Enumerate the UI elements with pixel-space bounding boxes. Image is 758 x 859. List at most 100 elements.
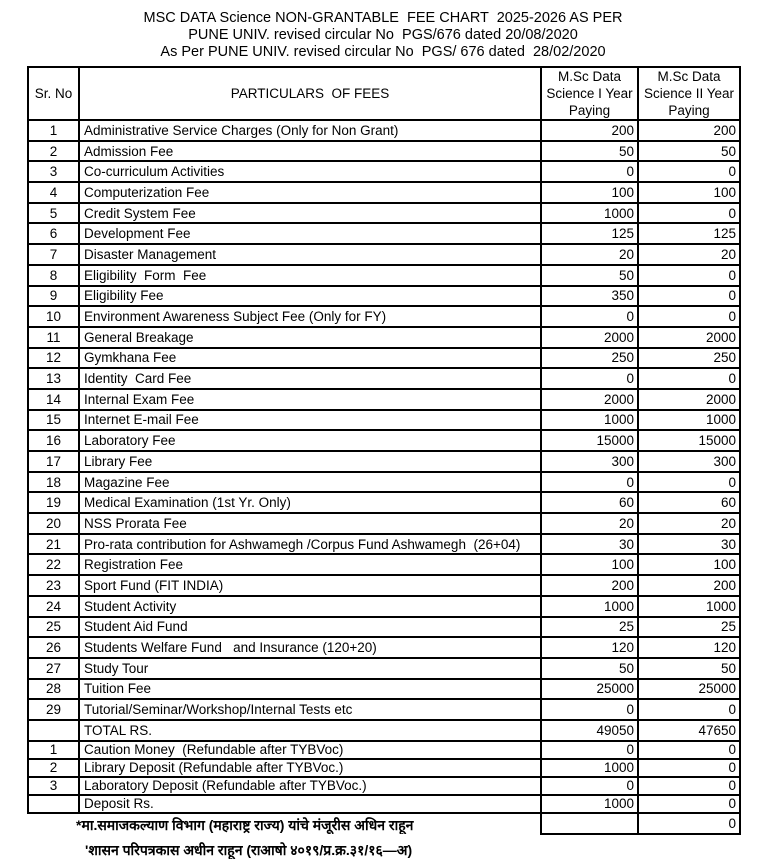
fee-chart-document: MSC DATA Science NON-GRANTABLE FEE CHART…	[27, 0, 741, 859]
particulars-cell: Admission Fee	[78, 139, 542, 163]
year2-cell: 1000	[637, 408, 741, 432]
sr-cell: 1	[27, 739, 80, 760]
header-year2: M.Sc Data Science II Year Paying	[637, 66, 741, 121]
year2-cell: 0	[637, 160, 741, 184]
sr-cell: 23	[27, 574, 80, 597]
table-row: 2 Library Deposit (Refundable after TYBVo…	[27, 757, 741, 778]
year2-cell: 300	[637, 450, 741, 473]
sr-cell: 12	[27, 346, 80, 370]
title-line-3: As Per PUNE UNIV. revised circular No PG…	[160, 44, 606, 60]
particulars-cell: Deposit Rs.	[78, 793, 542, 814]
year2-cell: 47650	[637, 718, 741, 742]
title-line-1: MSC DATA Science NON-GRANTABLE FEE CHART…	[143, 10, 623, 26]
year1-cell: 50	[540, 139, 639, 163]
table-row: Deposit Rs. 1000 0	[27, 793, 741, 814]
table-row: 21 Pro-rata contribution for Ashwamegh /C…	[27, 532, 741, 556]
sr-cell: 4	[27, 181, 80, 204]
year2-cell: 20	[637, 243, 741, 266]
year1-cell: 49050	[540, 718, 639, 742]
sr-cell: 25	[27, 615, 80, 639]
particulars-cell: Gymkhana Fee	[78, 346, 542, 370]
table-row: 18 Magazine Fee 0 0	[27, 470, 741, 494]
table-row: TOTAL RS. 49050 47650	[27, 718, 741, 742]
particulars-cell: Internal Exam Fee	[78, 387, 542, 411]
year2-cell: 100	[637, 181, 741, 204]
year1-cell: 0	[540, 698, 639, 721]
header-particulars: PARTICULARS OF FEES	[78, 66, 542, 121]
table-row: 20 NSS Prorata Fee 20 20	[27, 512, 741, 535]
year2-cell: 50	[637, 656, 741, 680]
header-year1: M.Sc Data Science I Year Paying	[540, 66, 639, 121]
particulars-cell: Medical Examination (1st Yr. Only)	[78, 491, 542, 515]
document-title: MSC DATA Science NON-GRANTABLE FEE CHART…	[27, 10, 739, 61]
year2-cell: 20	[637, 512, 741, 535]
year2-cell: 2000	[637, 387, 741, 411]
particulars-cell: Sport Fund (FIT INDIA)	[78, 574, 542, 597]
sr-cell: 19	[27, 491, 80, 515]
sr-cell: 15	[27, 408, 80, 432]
table-row: 25 Student Aid Fund 25 25	[27, 615, 741, 639]
sr-cell: 7	[27, 243, 80, 266]
sr-cell: 26	[27, 636, 80, 659]
sr-cell: 2	[27, 139, 80, 163]
sr-cell: 6	[27, 222, 80, 246]
sr-cell: 28	[27, 677, 80, 701]
year1-cell: 2000	[540, 325, 639, 349]
year1-cell: 15000	[540, 429, 639, 452]
table-header-row: Sr. No PARTICULARS OF FEES M.Sc Data Sci…	[27, 66, 741, 121]
year2-cell: 0	[637, 284, 741, 308]
table-row: 9 Eligibility Fee 350 0	[27, 284, 741, 308]
table-row: 1 Caution Money (Refundable after TYBVoc)…	[27, 739, 741, 760]
table-row: 3 Laboratory Deposit (Refundable after TY…	[27, 775, 741, 796]
sr-cell: 1	[27, 119, 80, 142]
particulars-cell: General Breakage	[78, 325, 542, 349]
sr-cell: 22	[27, 553, 80, 577]
year2-cell: 200	[637, 574, 741, 597]
particulars-cell: Registration Fee	[78, 553, 542, 577]
year2-cell: 0	[637, 739, 741, 760]
particulars-cell: Computerization Fee	[78, 181, 542, 204]
particulars-cell: Administrative Service Charges (Only for…	[78, 119, 542, 142]
year2-cell: 0	[637, 305, 741, 328]
year1-cell: 100	[540, 181, 639, 204]
sr-cell: 13	[27, 367, 80, 390]
table-row: 29 Tutorial/Seminar/Workshop/Internal Tes…	[27, 698, 741, 721]
year1-cell: 2000	[540, 387, 639, 411]
table-row: 2 Admission Fee 50 50	[27, 139, 741, 163]
table-row: 7 Disaster Management 20 20	[27, 243, 741, 266]
year1-cell: 1000	[540, 594, 639, 618]
particulars-cell: Development Fee	[78, 222, 542, 246]
particulars-cell: Tutorial/Seminar/Workshop/Internal Tests…	[78, 698, 542, 721]
year2-cell: 25	[637, 615, 741, 639]
year2-cell: 50	[637, 139, 741, 163]
year2-cell: 120	[637, 636, 741, 659]
year1-cell: 50	[540, 263, 639, 287]
table-row: 1 Administrative Service Charges (Only fo…	[27, 119, 741, 142]
sr-cell: 3	[27, 160, 80, 184]
table-row: 28 Tuition Fee 25000 25000	[27, 677, 741, 701]
particulars-cell: Co-curriculum Activities	[78, 160, 542, 184]
year2-cell: 0	[637, 367, 741, 390]
sr-cell: 21	[27, 532, 80, 556]
year2-cell: 0	[637, 775, 741, 796]
table-row: 6 Development Fee 125 125	[27, 222, 741, 246]
sr-cell: 24	[27, 594, 80, 618]
fee-table: Sr. No PARTICULARS OF FEES M.Sc Data Sci…	[27, 66, 741, 835]
year1-cell: 0	[540, 739, 639, 760]
year1-cell: 200	[540, 119, 639, 142]
year1-cell: 25000	[540, 677, 639, 701]
year1-cell	[540, 811, 639, 835]
title-line-2: PUNE UNIV. revised circular No PGS/676 d…	[188, 27, 578, 43]
header-sr-no: Sr. No	[27, 66, 80, 121]
year2-cell: 0	[637, 263, 741, 287]
sr-cell: 14	[27, 387, 80, 411]
particulars-cell: Environment Awareness Subject Fee (Only …	[78, 305, 542, 328]
year2-cell: 100	[637, 553, 741, 577]
sr-cell: 17	[27, 450, 80, 473]
year1-cell: 0	[540, 367, 639, 390]
particulars-cell: Laboratory Deposit (Refundable after TYB…	[78, 775, 542, 796]
table-row: 8 Eligibility Form Fee 50 0	[27, 263, 741, 287]
particulars-cell: Caution Money (Refundable after TYBVoc)	[78, 739, 542, 760]
sr-cell: 16	[27, 429, 80, 452]
particulars-cell: Eligibility Form Fee	[78, 263, 542, 287]
